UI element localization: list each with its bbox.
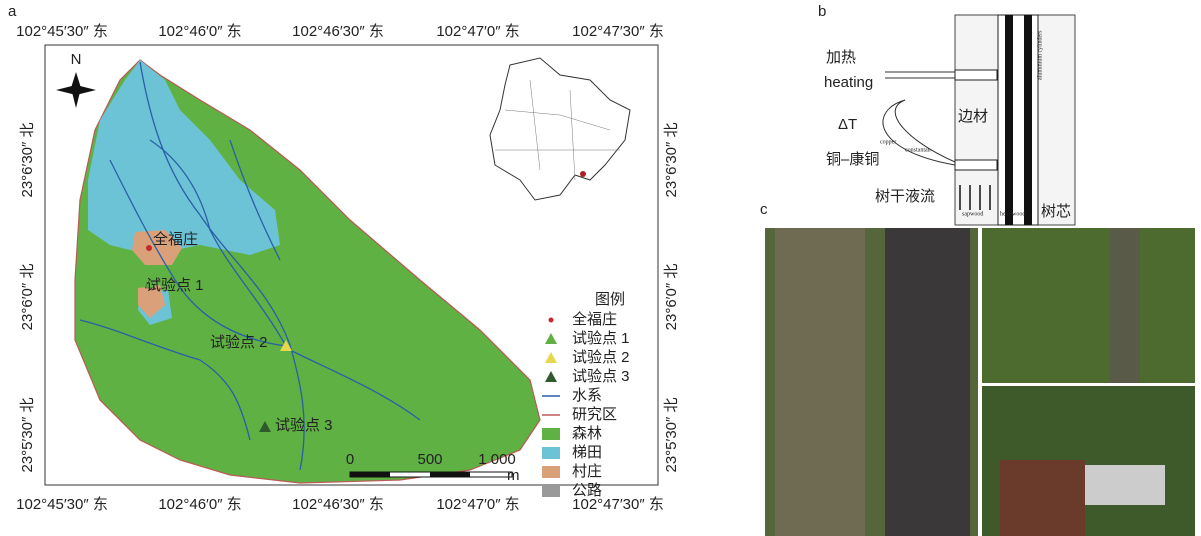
place-label: 试验点 3: [275, 417, 333, 434]
diagram-small: sapwood: [962, 211, 983, 217]
photo-trunk: [775, 228, 865, 536]
diagram-label: 树芯: [1041, 203, 1071, 220]
inset-map: [489, 57, 631, 201]
legend-label: 公路: [572, 482, 602, 499]
legend-symbol: [545, 352, 557, 363]
diagram-label: heating: [824, 74, 873, 91]
photo-trunk: [1110, 228, 1140, 383]
village: [132, 230, 182, 265]
north-label: N: [71, 51, 82, 68]
panel-label: c: [760, 201, 768, 218]
coordinate-ticks: 102°45′30″ 东 102°45′30″ 东 102°46′0″ 东 102°4…: [16, 23, 680, 513]
river: [289, 349, 421, 421]
legend-symbol: [545, 371, 557, 382]
left-tick-label: 23°6′0″ 北: [19, 264, 36, 331]
legend-symbol: [545, 333, 557, 344]
legend-label: 全福庄: [572, 310, 617, 328]
diagram-small: aluminium cylinders: [1037, 30, 1043, 80]
legend-symbol: [542, 466, 560, 478]
legend-label: 研究区: [572, 406, 617, 423]
wires: [882, 71, 956, 166]
heartwood-stripe: [1005, 15, 1013, 225]
diagram-label: 边材: [958, 108, 988, 125]
right-tick-label: 23°5′30″ 北: [663, 397, 680, 472]
sensor: [954, 159, 998, 171]
left-tick-label: 23°6′30″ 北: [19, 122, 36, 197]
site-3: [259, 421, 271, 432]
legend-symbol: [542, 447, 560, 459]
legend-label: 试验点 3: [572, 368, 630, 385]
inset-borders: [495, 79, 620, 181]
panel-label: b: [818, 3, 826, 20]
diagram-label: ΔT: [838, 116, 857, 133]
village: [138, 285, 165, 318]
diagram-label: 加热: [826, 49, 856, 66]
scale-label: 0: [346, 451, 354, 468]
diagram-small: constantan: [905, 147, 931, 153]
right-tick-label: 23°6′30″ 北: [663, 122, 680, 197]
scale-bar: [350, 472, 390, 477]
scale-label: 1 000: [478, 451, 516, 468]
scale-label: 500: [417, 451, 442, 468]
top-tick-label: 102°46′0″ 东: [158, 23, 241, 40]
legend-label: 试验点 1: [572, 330, 630, 347]
legend-label: 村庄: [572, 462, 602, 480]
top-tick-label: 102°47′0″ 东: [436, 23, 519, 40]
legend-symbol: [542, 428, 560, 440]
scale-unit: m: [507, 467, 520, 484]
river: [229, 139, 281, 261]
legend-symbol: [542, 485, 560, 497]
bottom-tick-label: 102°46′30″ 东: [292, 496, 384, 513]
legend-title: 图例: [595, 291, 625, 308]
bottom-tick-label: 102°45′30″ 东: [16, 496, 108, 513]
legend-label: 试验点 2: [572, 349, 630, 366]
terrace: [88, 60, 280, 255]
bottom-tick-label: 102°47′0″ 东: [436, 496, 519, 513]
river: [149, 139, 287, 347]
heater: [954, 69, 998, 81]
place-label: 全福庄: [153, 230, 198, 248]
top-tick-label: 102°46′30″ 东: [292, 23, 384, 40]
diagram-label: 铜–康铜: [826, 151, 879, 168]
inset-site: [580, 171, 586, 177]
photo-box: [1085, 465, 1165, 505]
place-label: 试验点 2: [210, 334, 268, 351]
top-tick-label: 102°47′30″ 东: [572, 23, 664, 40]
flow-arrows: [959, 185, 991, 210]
right-tick-label: 23°6′0″ 北: [663, 264, 680, 331]
photo: [982, 228, 1195, 383]
panel-label: a: [8, 3, 17, 20]
diagram-small: heartwood: [1000, 211, 1025, 217]
place-label: 试验点 1: [146, 277, 204, 294]
village-point: [146, 245, 152, 251]
river: [139, 61, 305, 471]
diagram-label: 树干液流: [875, 188, 935, 205]
diagram-small: copper: [880, 139, 896, 145]
legend-label: 梯田: [572, 444, 602, 461]
site-1: [144, 278, 156, 289]
legend-label: 水系: [572, 387, 602, 404]
site-2: [280, 340, 292, 351]
rivers: [79, 61, 421, 471]
bottom-tick-label: 102°47′30″ 东: [572, 496, 664, 513]
bottom-tick-label: 102°46′0″ 东: [158, 496, 241, 513]
heartwood-stripe: [1024, 15, 1032, 225]
legend-label: 森林: [572, 425, 602, 442]
legend-symbol: [548, 317, 554, 323]
left-tick-label: 23°5′30″ 北: [19, 397, 36, 472]
scale-bar: [430, 472, 470, 477]
river: [109, 159, 287, 347]
north-arrow: [56, 85, 96, 95]
photo-box: [1000, 460, 1085, 536]
top-tick-label: 102°45′30″ 东: [16, 23, 108, 40]
river: [79, 319, 251, 441]
photo-trunk: [885, 228, 970, 536]
